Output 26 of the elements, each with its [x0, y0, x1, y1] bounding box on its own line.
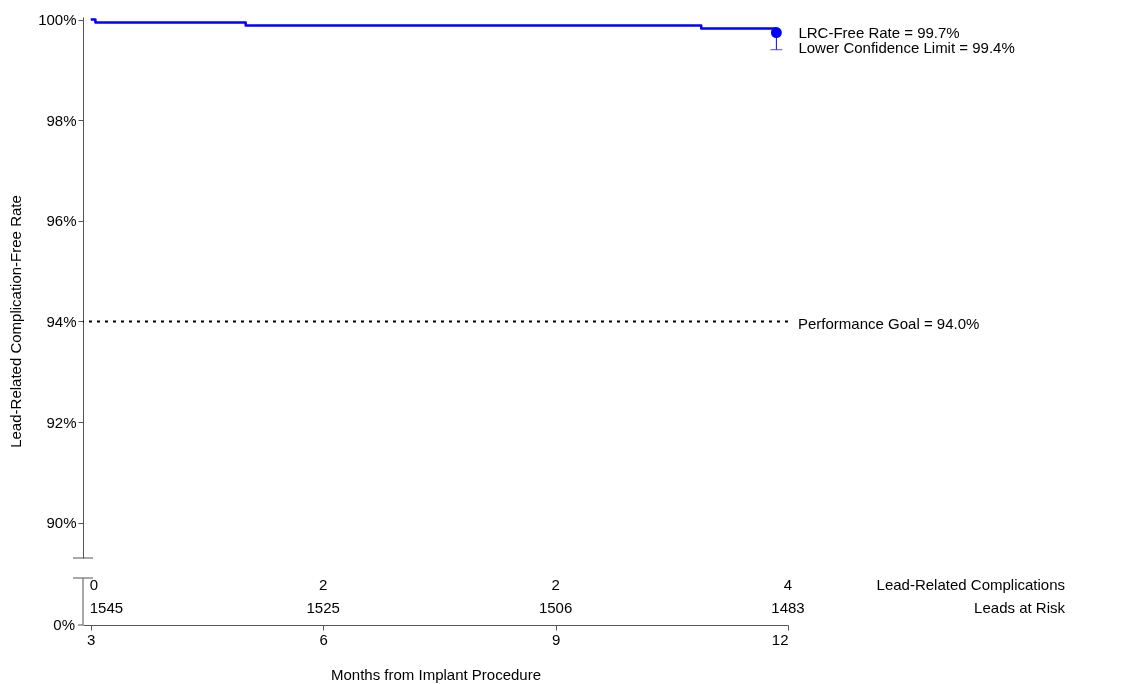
text: 1545	[89, 599, 124, 616]
y-tick-label: 94%	[46, 312, 77, 330]
y-axis-title: Lead-Related Complication-Free Rate	[7, 195, 25, 448]
y-tick-label: 100%	[38, 11, 77, 29]
x-axis-title: Months from Implant Procedure	[330, 665, 542, 683]
x-tick-label: 3	[87, 630, 96, 648]
text: 2	[551, 576, 560, 593]
text: 0%	[53, 616, 75, 633]
text: 1525	[306, 599, 340, 616]
x-tick-label: 9	[551, 630, 561, 648]
text: 4	[783, 576, 793, 593]
text: 1483	[771, 599, 805, 616]
text: 0	[89, 576, 99, 593]
y-tick-label: 92%	[46, 413, 77, 431]
text: 1506	[538, 599, 573, 616]
y-tick-label: 98%	[46, 111, 77, 129]
y-tick-label: 96%	[46, 212, 77, 230]
x-tick-label: 12	[771, 630, 789, 648]
annotation: Lower Confidence Limit = 99.4%	[798, 39, 1015, 57]
text: Leads at Risk	[974, 599, 1066, 616]
annotation: LRC-Free Rate = 99.7%	[798, 23, 960, 41]
x-tick-label: 6	[319, 630, 328, 648]
text: 2	[318, 576, 328, 593]
text: Lead-Related Complications	[876, 576, 1065, 593]
y-tick-label: 90%	[46, 514, 77, 532]
ref-line-label: Performance Goal = 94.0%	[798, 315, 980, 333]
